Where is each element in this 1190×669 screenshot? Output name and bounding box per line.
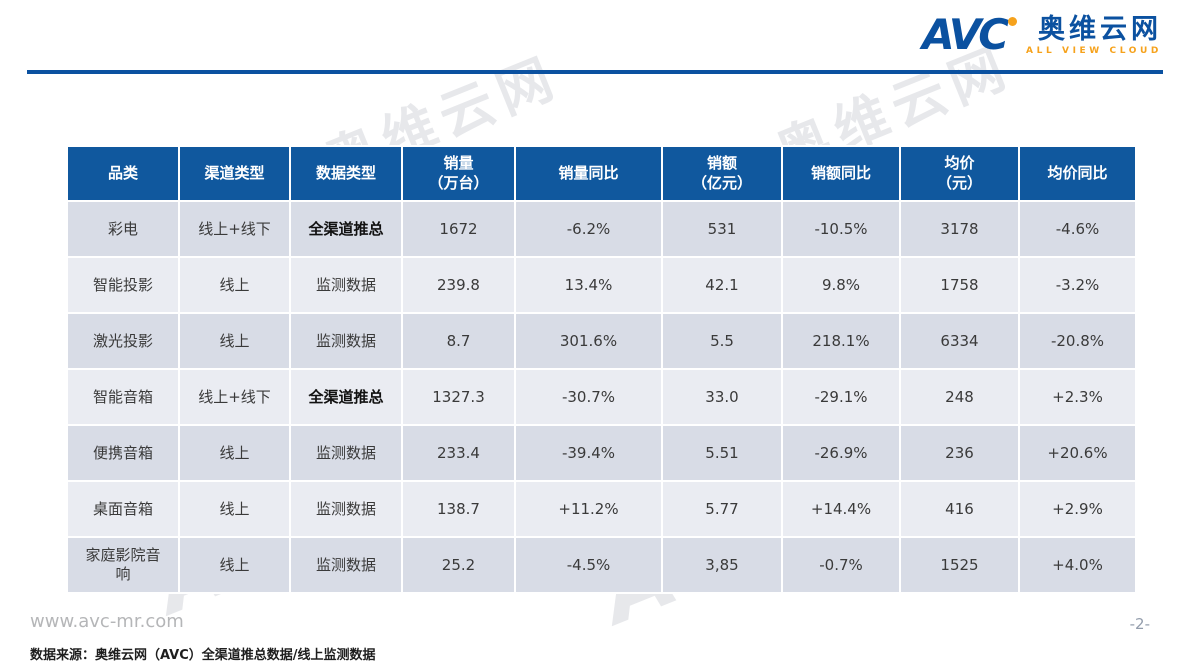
table-cell: 线上+线下 (178, 368, 291, 426)
table-cell: 218.1% (781, 312, 901, 370)
table-row: 彩电 线上+线下 全渠道推总 1672 -6.2% 531 -10.5% 317… (66, 200, 1137, 258)
table-cell: 智能音箱 (66, 368, 180, 426)
table-cell: -30.7% (514, 368, 663, 426)
table-cell: 监测数据 (289, 480, 403, 538)
column-header-data-type: 数据类型 (289, 145, 403, 202)
table-cell: 全渠道推总 (289, 368, 403, 426)
table-cell: 监测数据 (289, 312, 403, 370)
table-cell: 家庭影院音响 (66, 536, 180, 594)
table-cell: 1672 (401, 200, 516, 258)
table-row: 智能投影 线上 监测数据 239.8 13.4% 42.1 9.8% 1758 … (66, 256, 1137, 314)
table-cell: -4.5% (514, 536, 663, 594)
table-row: 便携音箱 线上 监测数据 233.4 -39.4% 5.51 -26.9% 23… (66, 424, 1137, 482)
table-cell: 416 (899, 480, 1020, 538)
table-cell: 线上 (178, 424, 291, 482)
table-cell: +14.4% (781, 480, 901, 538)
table-cell: 33.0 (661, 368, 783, 426)
table-cell: -29.1% (781, 368, 901, 426)
table-cell: +4.0% (1018, 536, 1137, 594)
column-header-sales-volume: 销量 （万台） (401, 145, 516, 202)
table-cell: 301.6% (514, 312, 663, 370)
table-cell: +2.3% (1018, 368, 1137, 426)
table-cell: 便携音箱 (66, 424, 180, 482)
brand-name-chinese: 奥维云网 (1038, 14, 1162, 45)
table-cell: 236 (899, 424, 1020, 482)
table-cell: -20.8% (1018, 312, 1137, 370)
column-header-amount-yoy: 销额同比 (781, 145, 901, 202)
data-source-note: 数据来源：奥维云网（AVC）全渠道推总数据/线上监测数据 (30, 648, 376, 663)
sales-data-table: 品类 渠道类型 数据类型 销量 （万台） 销量同比 销额 （亿元） 销额同比 均… (66, 145, 1137, 594)
table-cell: 线上 (178, 312, 291, 370)
table-cell: 6334 (899, 312, 1020, 370)
column-header-sales-amount: 销额 （亿元） (661, 145, 783, 202)
table-cell: 233.4 (401, 424, 516, 482)
column-header-channel-type: 渠道类型 (178, 145, 291, 202)
table-cell: 监测数据 (289, 256, 403, 314)
website-url: www.avc-mr.com (30, 611, 184, 632)
table-cell: 智能投影 (66, 256, 180, 314)
table-cell: -10.5% (781, 200, 901, 258)
table-cell: 线上+线下 (178, 200, 291, 258)
column-header-avg-price: 均价 （元） (899, 145, 1020, 202)
brand-name-english: ALL VIEW CLOUD (1026, 46, 1162, 57)
brand-name-block: 奥维云网 ALL VIEW CLOUD (1026, 14, 1162, 56)
table-cell: 8.7 (401, 312, 516, 370)
table-cell: 线上 (178, 256, 291, 314)
avc-logo-dot-icon (1008, 17, 1018, 27)
table-cell: 3178 (899, 200, 1020, 258)
avc-logo-mark: AVC (922, 14, 1018, 56)
table-cell: +11.2% (514, 480, 663, 538)
table-cell: 248 (899, 368, 1020, 426)
table-cell: 3,85 (661, 536, 783, 594)
header-divider-line (27, 70, 1163, 74)
table-header-row: 品类 渠道类型 数据类型 销量 （万台） 销量同比 销额 （亿元） 销额同比 均… (66, 145, 1137, 202)
table-cell: 5.51 (661, 424, 783, 482)
column-header-price-yoy: 均价同比 (1018, 145, 1137, 202)
table-row: 家庭影院音响 线上 监测数据 25.2 -4.5% 3,85 -0.7% 152… (66, 536, 1137, 594)
table-row: 桌面音箱 线上 监测数据 138.7 +11.2% 5.77 +14.4% 41… (66, 480, 1137, 538)
table-cell: 13.4% (514, 256, 663, 314)
avc-logo-text: AVC (922, 10, 1009, 60)
table-cell: -4.6% (1018, 200, 1137, 258)
table-cell: 42.1 (661, 256, 783, 314)
table-cell: -3.2% (1018, 256, 1137, 314)
table-row: 智能音箱 线上+线下 全渠道推总 1327.3 -30.7% 33.0 -29.… (66, 368, 1137, 426)
table-cell: 5.77 (661, 480, 783, 538)
table-cell: 1758 (899, 256, 1020, 314)
table-cell: -6.2% (514, 200, 663, 258)
table-cell: 239.8 (401, 256, 516, 314)
table-cell: 线上 (178, 480, 291, 538)
column-header-category: 品类 (66, 145, 180, 202)
table-cell: 531 (661, 200, 783, 258)
table-cell: 9.8% (781, 256, 901, 314)
column-header-volume-yoy: 销量同比 (514, 145, 663, 202)
page-number: -2- (1129, 615, 1150, 633)
table-cell: 5.5 (661, 312, 783, 370)
table-cell: 1327.3 (401, 368, 516, 426)
table-cell: 1525 (899, 536, 1020, 594)
table-row: 激光投影 线上 监测数据 8.7 301.6% 5.5 218.1% 6334 … (66, 312, 1137, 370)
table-cell: -39.4% (514, 424, 663, 482)
table-cell: +20.6% (1018, 424, 1137, 482)
avc-logo: AVC 奥维云网 ALL VIEW CLOUD (922, 14, 1162, 57)
table-cell: 138.7 (401, 480, 516, 538)
table-cell: 桌面音箱 (66, 480, 180, 538)
table-cell: +2.9% (1018, 480, 1137, 538)
table-cell: 监测数据 (289, 536, 403, 594)
table-cell: 线上 (178, 536, 291, 594)
table-cell: 彩电 (66, 200, 180, 258)
table-cell: 激光投影 (66, 312, 180, 370)
table-cell: 25.2 (401, 536, 516, 594)
table-cell: 监测数据 (289, 424, 403, 482)
table-cell: -26.9% (781, 424, 901, 482)
table-cell: 全渠道推总 (289, 200, 403, 258)
table-cell: -0.7% (781, 536, 901, 594)
